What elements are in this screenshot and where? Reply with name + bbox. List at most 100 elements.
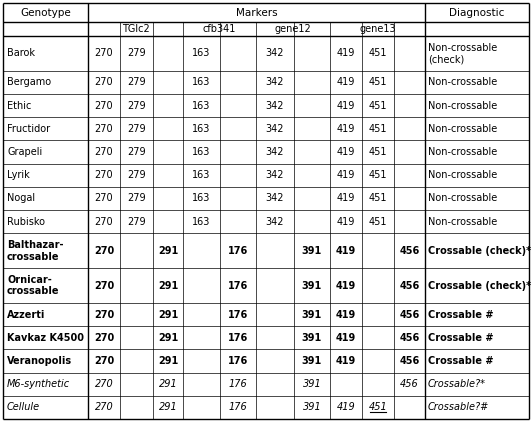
Text: Veranopolis: Veranopolis — [7, 356, 72, 366]
Text: 419: 419 — [336, 246, 356, 256]
Text: 451: 451 — [369, 49, 387, 58]
Text: 451: 451 — [369, 193, 387, 203]
Text: 176: 176 — [228, 333, 248, 343]
Text: 291: 291 — [158, 246, 178, 256]
Text: 419: 419 — [336, 310, 356, 319]
Text: 291: 291 — [159, 403, 177, 412]
Text: 342: 342 — [266, 124, 284, 134]
Text: 419: 419 — [336, 356, 356, 366]
Text: 176: 176 — [229, 379, 247, 389]
Text: Grapeli: Grapeli — [7, 147, 42, 157]
Text: 451: 451 — [369, 216, 387, 227]
Text: 279: 279 — [127, 77, 146, 87]
Text: Crossable (check)*: Crossable (check)* — [428, 281, 531, 290]
Text: 419: 419 — [336, 333, 356, 343]
Text: 451: 451 — [369, 77, 387, 87]
Text: 163: 163 — [192, 49, 211, 58]
Text: 342: 342 — [266, 147, 284, 157]
Text: 391: 391 — [302, 356, 322, 366]
Text: 163: 163 — [192, 147, 211, 157]
Text: Crossable?*: Crossable?* — [428, 379, 486, 389]
Text: 270: 270 — [95, 77, 113, 87]
Text: 451: 451 — [369, 403, 387, 412]
Text: 391: 391 — [302, 246, 322, 256]
Text: 391: 391 — [303, 379, 321, 389]
Text: 291: 291 — [158, 356, 178, 366]
Text: 456: 456 — [400, 333, 420, 343]
Text: Non-crossable
(check): Non-crossable (check) — [428, 43, 497, 64]
Text: 270: 270 — [95, 49, 113, 58]
Text: 163: 163 — [192, 77, 211, 87]
Text: 451: 451 — [369, 147, 387, 157]
Text: 270: 270 — [95, 100, 113, 111]
Text: gene12: gene12 — [275, 24, 311, 34]
Text: 163: 163 — [192, 100, 211, 111]
Text: 163: 163 — [192, 193, 211, 203]
Text: Kavkaz K4500: Kavkaz K4500 — [7, 333, 84, 343]
Text: 270: 270 — [94, 356, 114, 366]
Text: Non-crossable: Non-crossable — [428, 170, 497, 180]
Text: 342: 342 — [266, 49, 284, 58]
Text: 270: 270 — [95, 379, 113, 389]
Text: 279: 279 — [127, 193, 146, 203]
Text: 270: 270 — [95, 216, 113, 227]
Text: 270: 270 — [94, 246, 114, 256]
Text: Markers: Markers — [236, 8, 277, 17]
Text: Non-crossable: Non-crossable — [428, 100, 497, 111]
Text: 163: 163 — [192, 170, 211, 180]
Text: 419: 419 — [337, 193, 355, 203]
Text: 391: 391 — [302, 281, 322, 290]
Text: Fructidor: Fructidor — [7, 124, 50, 134]
Text: 163: 163 — [192, 124, 211, 134]
Text: Azzerti: Azzerti — [7, 310, 45, 319]
Text: 270: 270 — [95, 147, 113, 157]
Text: 342: 342 — [266, 100, 284, 111]
Text: 270: 270 — [94, 281, 114, 290]
Text: Cellule: Cellule — [7, 403, 40, 412]
Text: Non-crossable: Non-crossable — [428, 216, 497, 227]
Text: 451: 451 — [369, 124, 387, 134]
Text: 419: 419 — [337, 403, 355, 412]
Text: M6-synthetic: M6-synthetic — [7, 379, 70, 389]
Text: 291: 291 — [158, 333, 178, 343]
Text: 279: 279 — [127, 216, 146, 227]
Text: 270: 270 — [94, 333, 114, 343]
Text: 419: 419 — [337, 216, 355, 227]
Text: 342: 342 — [266, 170, 284, 180]
Text: Balthazar-
crossable: Balthazar- crossable — [7, 240, 63, 262]
Text: 279: 279 — [127, 147, 146, 157]
Text: Genotype: Genotype — [20, 8, 71, 17]
Text: 270: 270 — [95, 403, 113, 412]
Text: Lyrik: Lyrik — [7, 170, 30, 180]
Text: Diagnostic: Diagnostic — [450, 8, 505, 17]
Text: 419: 419 — [336, 281, 356, 290]
Text: Bergamo: Bergamo — [7, 77, 51, 87]
Text: 279: 279 — [127, 124, 146, 134]
Text: 391: 391 — [302, 310, 322, 319]
Text: 291: 291 — [158, 281, 178, 290]
Text: Barok: Barok — [7, 49, 35, 58]
Text: 456: 456 — [400, 379, 419, 389]
Text: 291: 291 — [158, 310, 178, 319]
Text: 279: 279 — [127, 49, 146, 58]
Text: cfb341: cfb341 — [203, 24, 236, 34]
Text: 456: 456 — [400, 281, 420, 290]
Text: TGlc2: TGlc2 — [122, 24, 149, 34]
Text: 451: 451 — [369, 100, 387, 111]
Text: 342: 342 — [266, 77, 284, 87]
Text: 451: 451 — [369, 170, 387, 180]
Text: Crossable #: Crossable # — [428, 333, 494, 343]
Text: Non-crossable: Non-crossable — [428, 124, 497, 134]
Text: 456: 456 — [400, 310, 420, 319]
Text: Crossable (check)*: Crossable (check)* — [428, 246, 531, 256]
Text: 342: 342 — [266, 193, 284, 203]
Text: 419: 419 — [337, 77, 355, 87]
Text: Crossable #: Crossable # — [428, 356, 494, 366]
Text: 176: 176 — [228, 281, 248, 290]
Text: Non-crossable: Non-crossable — [428, 193, 497, 203]
Text: 176: 176 — [228, 246, 248, 256]
Text: Crossable?#: Crossable?# — [428, 403, 489, 412]
Text: Non-crossable: Non-crossable — [428, 77, 497, 87]
Text: 270: 270 — [95, 170, 113, 180]
Text: 456: 456 — [400, 356, 420, 366]
